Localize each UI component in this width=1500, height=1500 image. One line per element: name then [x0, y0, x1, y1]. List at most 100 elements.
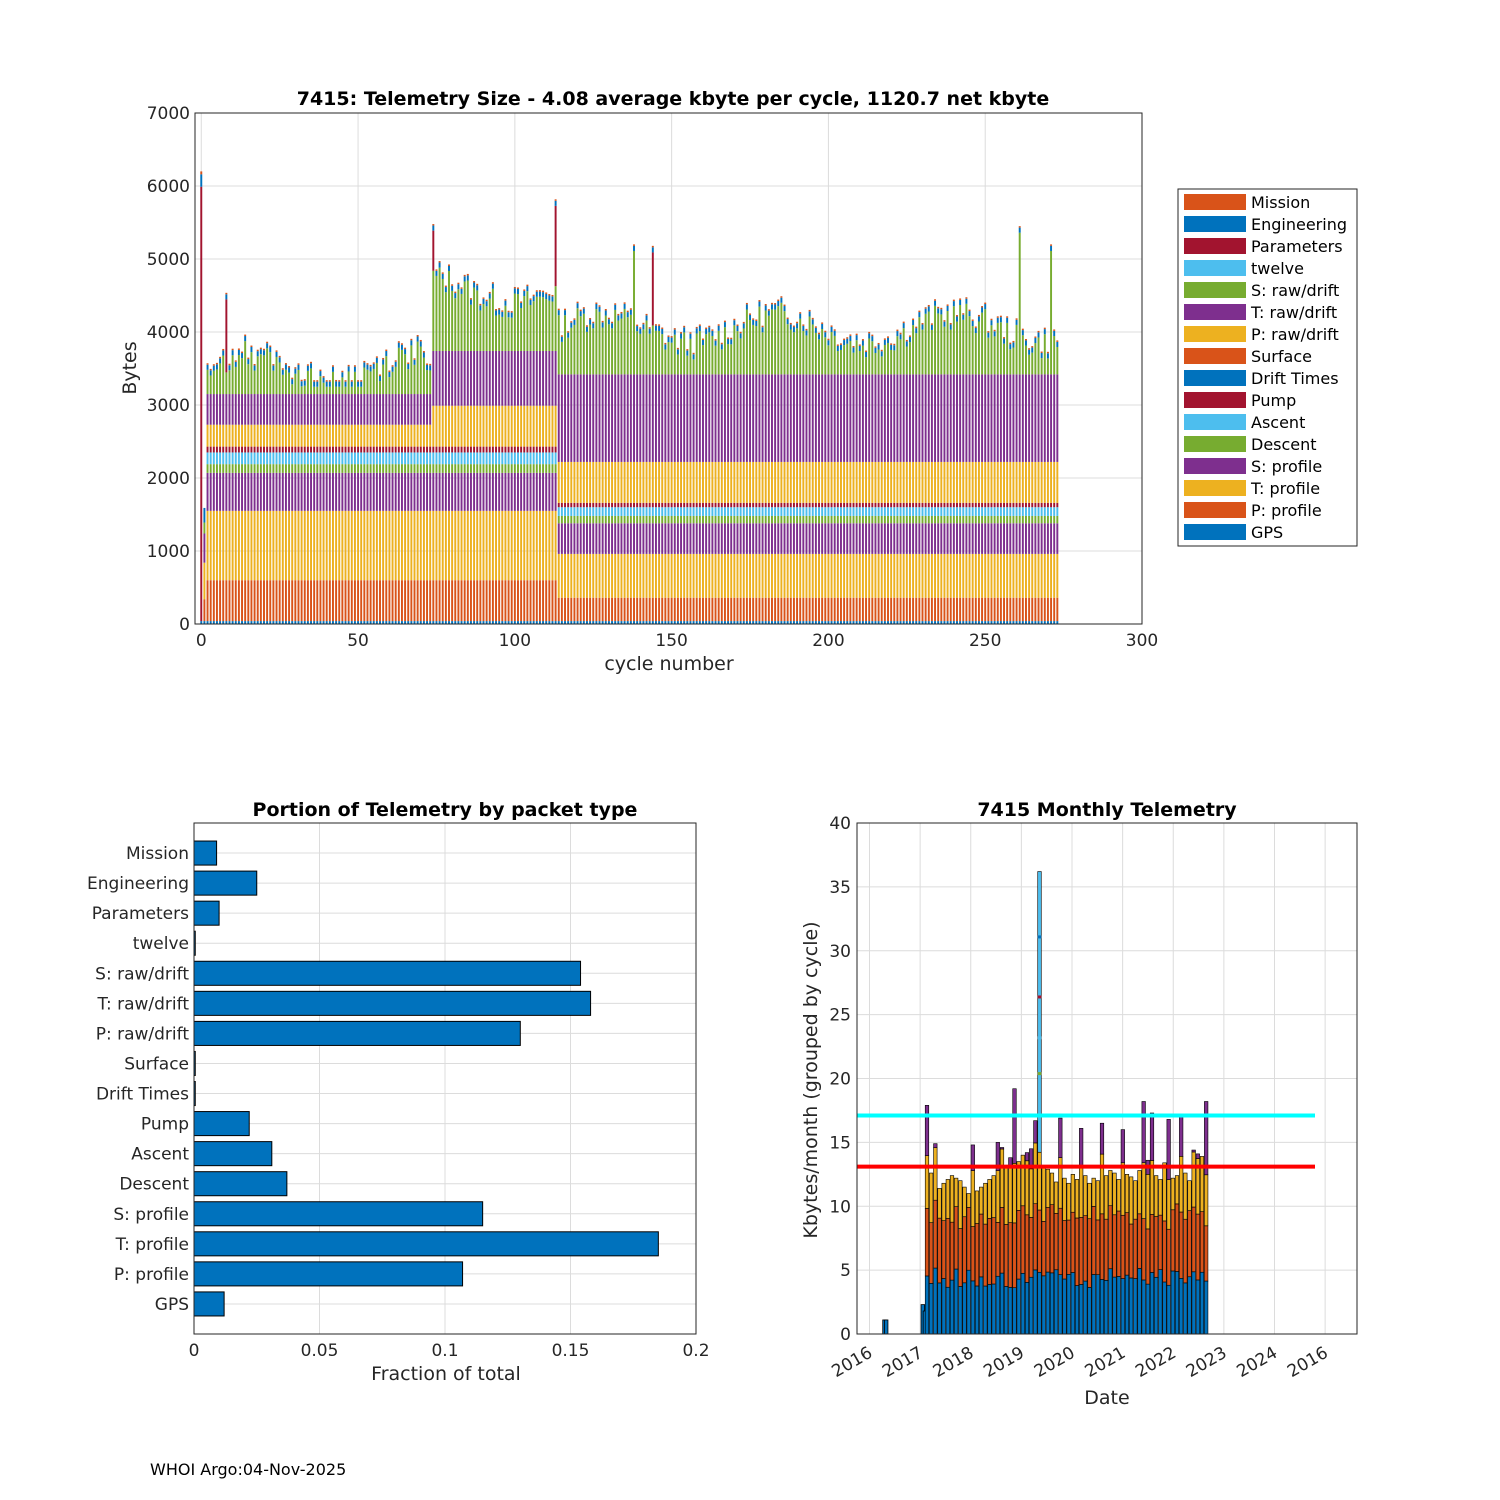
bar-segment-mission [670, 336, 673, 338]
bar-segment-pump [306, 446, 309, 453]
bar-segment-gps [943, 621, 946, 624]
bar-segment-pump [510, 446, 513, 453]
cycle-bar [426, 363, 429, 624]
cycle-bar [918, 310, 921, 624]
bar-segment-s-raw-drift [830, 332, 833, 375]
cycle-bar [952, 299, 955, 624]
bar-segment-gps [466, 621, 469, 624]
bar-segment-s-profile [789, 523, 792, 554]
bar-segment-s-raw-drift [720, 349, 723, 375]
bar-segment-p-profile [796, 597, 799, 622]
bar-segment-s-profile [868, 523, 871, 554]
legend-swatch-t-profile [1184, 480, 1246, 496]
bar-segment-pump [617, 502, 620, 508]
bar-segment-pump [654, 502, 657, 508]
bar-segment-s-profile [288, 472, 291, 511]
bar-segment-t-profile [422, 510, 425, 581]
cycle-bar [934, 299, 937, 624]
bar-segment-t-raw-drift [545, 350, 548, 406]
bar-segment-mission [799, 312, 802, 314]
monthly-bar-segment [1179, 1277, 1184, 1335]
monthly-bar [1058, 1117, 1063, 1335]
cycle-bar [661, 327, 664, 624]
bar-segment-pump [996, 502, 999, 508]
bar-segment-p-raw-drift [426, 424, 429, 447]
monthly-bar [962, 1186, 967, 1335]
cycle-bar [501, 310, 504, 624]
cycle-bar [219, 356, 222, 624]
bar-segment-pump [372, 446, 375, 453]
telemetry-size-xticks: 0 50 100 150 200 250 300 [196, 631, 1158, 651]
bar-segment-t-profile [617, 553, 620, 598]
bar-segment-pump [294, 446, 297, 453]
bar-segment-engineering [865, 351, 868, 358]
bar-segment-pump [491, 446, 494, 453]
bar-segment-ascent [651, 507, 654, 516]
bar-segment-s-profile [774, 523, 777, 554]
bar-segment-t-raw-drift [567, 374, 570, 462]
bar-segment-t-profile [488, 510, 491, 581]
bar-segment-mission [491, 282, 494, 284]
bar-segment-pump [993, 502, 996, 508]
bar-segment-engineering [517, 288, 519, 295]
monthly-bar [1020, 1154, 1025, 1335]
bar-segment-t-raw-drift [1006, 374, 1009, 462]
bar-segment-mission [739, 331, 742, 334]
bar-segment-p-profile [852, 597, 855, 622]
bar-segment-ascent [727, 507, 730, 516]
bar-segment-p-raw-drift [269, 424, 272, 447]
bar-segment-parameters [432, 230, 435, 271]
monthly-bar-segment [995, 1170, 1000, 1223]
monthly-bar [958, 1180, 963, 1335]
bar-segment-p-profile [510, 580, 513, 622]
monthly-xtick-label: 2024 [1234, 1343, 1281, 1382]
bar-segment-gps [341, 621, 344, 624]
bar-segment-engineering [642, 324, 645, 330]
bar-segment-t-raw-drift [241, 394, 244, 425]
bar-segment-t-profile [733, 553, 736, 598]
bar-segment-p-raw-drift [620, 461, 623, 503]
bar-segment-t-raw-drift [426, 394, 429, 425]
bar-segment-mission [253, 363, 256, 366]
bar-segment-t-profile [281, 510, 284, 581]
monthly-bar-segment [1041, 1275, 1046, 1335]
bar-segment-t-profile [792, 553, 795, 598]
cycle-bar [200, 171, 203, 624]
bar-segment-engineering [269, 347, 272, 353]
portion-bar-t-raw-drift [193, 990, 592, 1016]
monthly-bar-segment [1141, 1101, 1146, 1164]
bar-segment-mission [764, 304, 767, 306]
bar-segment-ascent [1043, 507, 1046, 516]
cycle-bar [607, 317, 610, 624]
cycle-bar [702, 338, 704, 624]
cycle-bar [595, 302, 598, 624]
bar-segment-s-raw-drift [288, 372, 291, 395]
cycle-bar [723, 320, 726, 624]
bar-segment-p-profile [705, 597, 708, 622]
bar-segment-p-raw-drift [708, 461, 711, 503]
bar-segment-pump [814, 502, 817, 508]
bar-segment-pump [736, 502, 739, 508]
bar-segment-t-raw-drift [871, 374, 874, 462]
bar-segment-s-raw-drift [535, 296, 538, 351]
bar-segment-p-profile [1025, 597, 1027, 622]
cycle-bar [532, 294, 535, 624]
monthly-ytick-label: 30 [829, 942, 851, 962]
legend-swatch-gps [1184, 524, 1246, 540]
bar-segment-gps [369, 621, 372, 624]
bar-segment-t-profile [821, 553, 824, 598]
bar-segment-ascent [432, 452, 435, 465]
bar-segment-mission [397, 341, 400, 343]
bar-segment-p-profile [529, 580, 532, 622]
legend-swatch-engineering [1184, 216, 1246, 232]
bar-segment-t-raw-drift [379, 394, 381, 425]
bar-segment-p-profile [469, 580, 472, 622]
bar-segment-t-raw-drift [332, 394, 334, 425]
cycle-bar [375, 356, 378, 624]
bar-segment-engineering [883, 339, 886, 345]
monthly-bar-segment [1024, 1160, 1030, 1216]
bar-segment-p-profile [908, 597, 911, 622]
bar-segment-s-profile [981, 523, 984, 554]
bar-segment-s-raw-drift [1031, 352, 1034, 375]
